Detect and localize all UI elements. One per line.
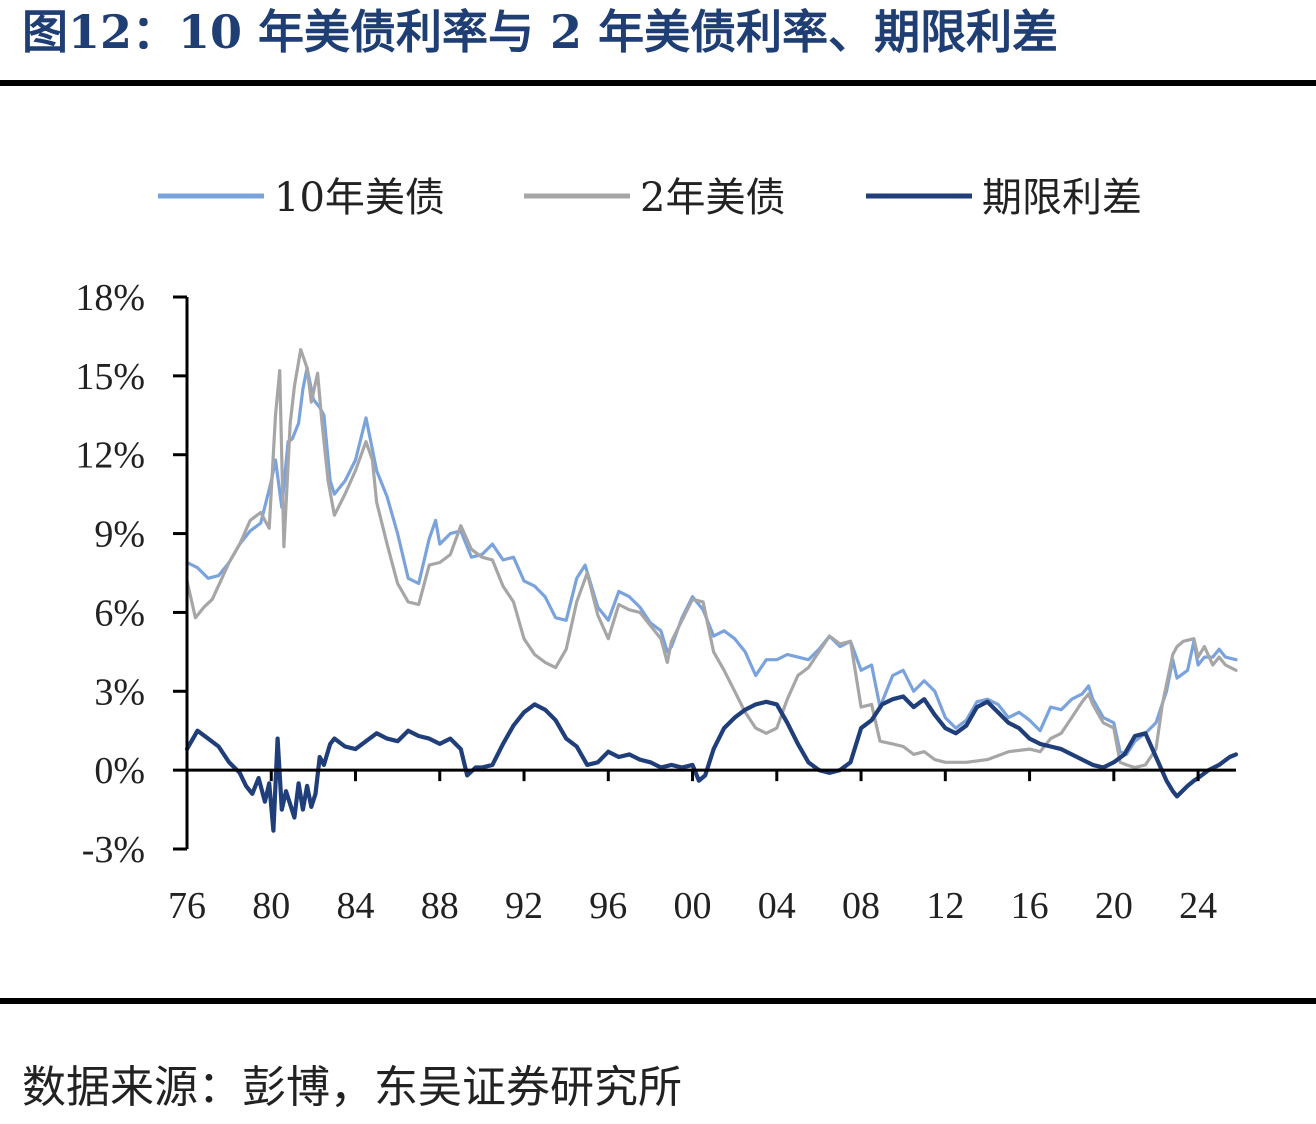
x-tick-label-3: 84 xyxy=(337,885,375,927)
x-tick-label-9: 08 xyxy=(842,885,880,927)
series-line-2 xyxy=(185,348,1238,770)
y-tick-label-2: 15% xyxy=(75,356,145,398)
legend-label-2: 2年美债 xyxy=(640,175,785,221)
series-layer xyxy=(184,348,1239,833)
page-title: 图12：10 年美债利率与 2 年美债利率、期限利差 xyxy=(22,5,1059,59)
top-divider xyxy=(0,80,1316,86)
series-line-3 xyxy=(184,694,1239,833)
x-tick-label-11: 16 xyxy=(1011,885,1049,927)
chart-legend: 10年美债 2年美债 期限利差 xyxy=(158,175,1142,221)
x-tick-label-13: 24 xyxy=(1179,885,1217,927)
y-tick-label-3: 12% xyxy=(75,435,145,477)
x-tick-label-1: 76 xyxy=(168,885,206,927)
x-tick-label-5: 92 xyxy=(505,885,543,927)
y-tick-label-6: 3% xyxy=(94,671,145,713)
legend-label-1: 10年美债 xyxy=(274,175,445,221)
y-tick-label-4: 9% xyxy=(94,514,145,556)
y-tick-label-1: 18% xyxy=(75,277,145,319)
x-tick-label-6: 96 xyxy=(589,885,627,927)
series-line-1 xyxy=(185,366,1238,757)
legend-label-3: 期限利差 xyxy=(982,175,1142,221)
x-tick-label-10: 12 xyxy=(926,885,964,927)
x-tick-label-12: 20 xyxy=(1095,885,1133,927)
x-tick-label-8: 04 xyxy=(758,885,796,927)
source-note: 数据来源：彭博，东吴证券研究所 xyxy=(22,1062,682,1113)
bottom-divider xyxy=(0,998,1316,1004)
x-tick-label-7: 00 xyxy=(674,885,712,927)
y-tick-label-7: 0% xyxy=(94,750,145,792)
axes-layer: 18% 15% 12% 9% 6% 3% 0% -3% 76 80 84 88 92 96 00 04 08 12… xyxy=(75,277,1236,927)
x-tick-label-4: 88 xyxy=(421,885,459,927)
x-tick-label-2: 80 xyxy=(252,885,290,927)
y-tick-label-8: -3% xyxy=(82,829,145,871)
y-tick-label-5: 6% xyxy=(94,592,145,634)
